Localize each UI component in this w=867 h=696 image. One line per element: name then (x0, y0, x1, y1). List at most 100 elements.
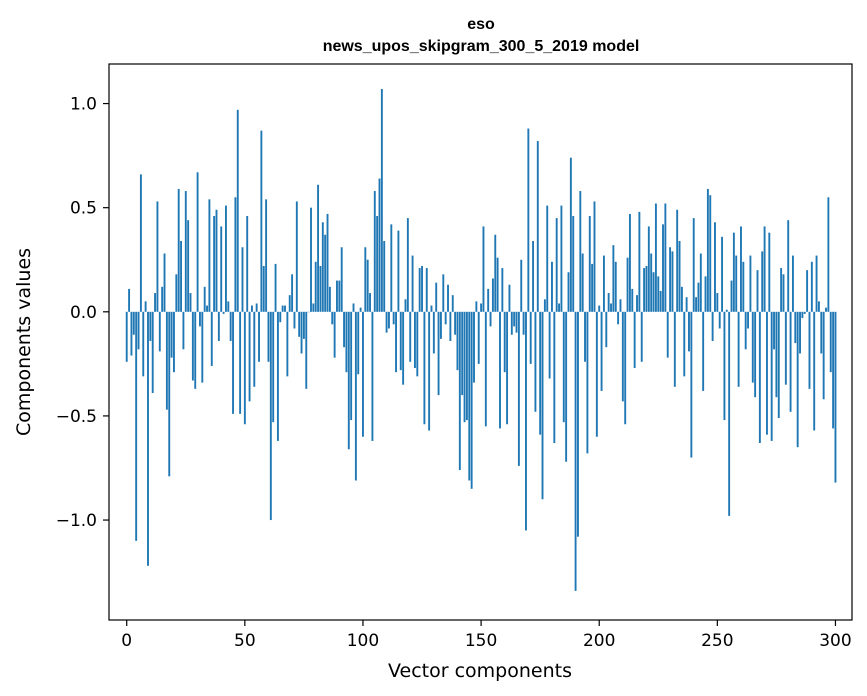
bar-component-82 (319, 265, 322, 312)
bar-component-83 (321, 222, 324, 312)
bar-component-213 (628, 213, 631, 312)
bar-component-57 (260, 130, 263, 312)
bar-component-136 (447, 284, 449, 312)
y-tick-label: 1.0 (70, 95, 97, 115)
bar-component-125 (421, 265, 423, 312)
bar-component-267 (756, 270, 759, 312)
bar-component-53 (250, 305, 253, 312)
bar-component-275 (775, 311, 778, 398)
bar-component-98 (357, 311, 360, 375)
bar-component-173 (534, 311, 537, 412)
bar-component-226 (659, 290, 662, 312)
bar-component-280 (787, 220, 790, 312)
bar-component-268 (758, 311, 761, 443)
bar-component-206 (612, 245, 615, 312)
bar-component-190 (574, 311, 577, 591)
bar-component-182 (555, 218, 558, 312)
bar-component-186 (565, 311, 568, 462)
bar-component-69 (288, 295, 291, 312)
bar-component-201 (600, 311, 603, 391)
bar-component-172 (532, 241, 535, 312)
plot-area-frame (108, 63, 853, 621)
bar-component-200 (598, 305, 601, 312)
bar-component-192 (579, 191, 582, 312)
bar-component-13 (156, 201, 159, 312)
bar-component-115 (397, 230, 400, 312)
bar-component-178 (546, 205, 549, 312)
bar-component-274 (773, 311, 775, 350)
bar-component-87 (331, 311, 334, 325)
bar-component-46 (234, 197, 237, 312)
bar-component-70 (291, 274, 294, 312)
bar-component-139 (454, 311, 457, 335)
bar-component-234 (678, 241, 681, 312)
bar-component-211 (624, 311, 627, 425)
bar-component-284 (796, 311, 799, 448)
bar-component-22 (177, 188, 180, 312)
bar-component-5 (137, 311, 140, 350)
bar-component-254 (725, 309, 728, 312)
bar-component-261 (742, 261, 745, 312)
bar-component-15 (161, 286, 164, 312)
bar-component-295 (822, 311, 825, 400)
bar-component-193 (581, 253, 584, 312)
bar-component-148 (475, 301, 478, 312)
bar-component-207 (614, 261, 617, 312)
bar-component-219 (643, 268, 646, 312)
bar-component-86 (328, 286, 331, 312)
bar-component-187 (567, 272, 570, 312)
bar-component-66 (281, 305, 284, 312)
bar-component-179 (548, 311, 551, 379)
bar-component-85 (326, 213, 329, 312)
bar-component-188 (569, 157, 572, 312)
bar-component-277 (780, 268, 783, 312)
bar-component-111 (388, 311, 390, 329)
bar-component-0 (125, 311, 128, 362)
bar-component-273 (770, 311, 773, 441)
bar-component-290 (810, 261, 813, 312)
bar-component-91 (340, 247, 343, 312)
bar-component-8 (144, 301, 147, 312)
bar-component-12 (154, 293, 157, 312)
bar-component-147 (473, 311, 475, 383)
bar-component-52 (248, 311, 251, 402)
bar-component-97 (354, 311, 357, 481)
bar-component-11 (151, 311, 154, 394)
bar-component-1 (128, 288, 131, 312)
bar-component-225 (657, 276, 660, 312)
bar-component-171 (529, 311, 532, 364)
bar-component-202 (602, 255, 605, 312)
bar-component-140 (456, 311, 459, 371)
y-tick-label: −0.5 (56, 407, 97, 427)
bar-component-149 (477, 311, 480, 364)
bar-component-76 (305, 311, 308, 389)
bar-component-60 (267, 311, 270, 362)
bar-component-161 (506, 311, 509, 425)
bar-component-183 (558, 303, 560, 312)
bar-component-294 (820, 311, 823, 354)
bar-component-230 (669, 247, 672, 312)
bar-component-228 (664, 203, 667, 312)
bar-component-162 (508, 284, 511, 312)
bar-component-127 (425, 268, 428, 312)
bar-component-214 (631, 288, 634, 312)
bar-component-247 (709, 195, 712, 312)
bar-component-146 (470, 311, 473, 489)
bar-component-227 (662, 224, 664, 312)
bar-component-203 (605, 311, 608, 348)
bar-component-108 (380, 88, 383, 312)
bar-component-106 (376, 216, 379, 312)
bar-component-109 (383, 241, 386, 312)
bar-component-195 (586, 311, 589, 454)
bar-component-61 (269, 311, 272, 521)
bar-component-246 (706, 188, 709, 312)
bar-component-256 (730, 280, 733, 312)
bar-component-38 (215, 209, 218, 312)
bar-component-142 (461, 311, 464, 396)
y-axis-label: Components values (13, 248, 35, 436)
bar-component-250 (716, 293, 719, 312)
bar-component-19 (170, 311, 173, 358)
bar-component-238 (688, 311, 690, 352)
bar-component-55 (255, 303, 258, 312)
bar-component-253 (723, 311, 726, 421)
